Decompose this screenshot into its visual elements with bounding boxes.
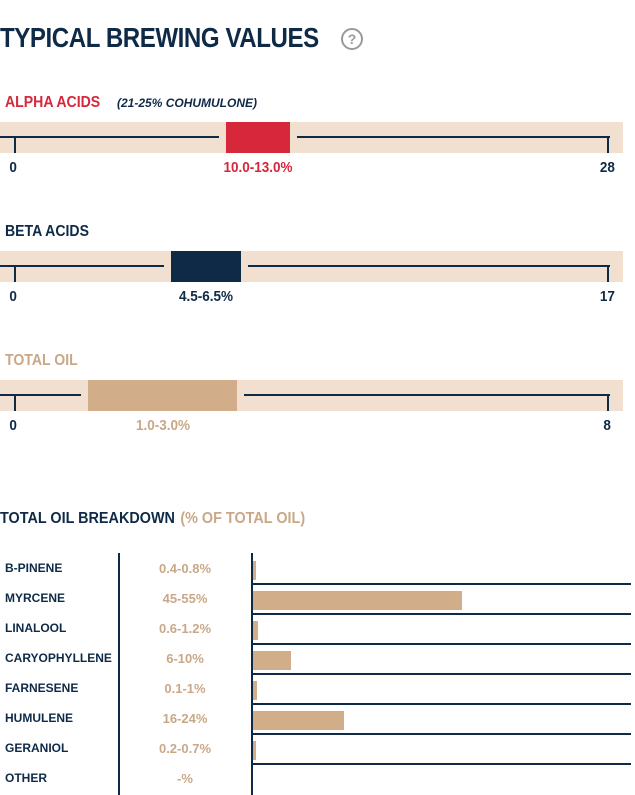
oil-value: 16-24% <box>162 711 208 726</box>
row-divider <box>251 733 631 735</box>
oil-percent-bar <box>253 741 256 760</box>
oil-breakdown-heading: TOTAL OIL BREAKDOWN <box>0 510 175 527</box>
page-title: TYPICAL BREWING VALUES <box>0 22 319 53</box>
table-row: FARNESENE 0.1-1% <box>0 675 635 705</box>
oil-name: LINALOOL <box>5 621 67 635</box>
oil-percent-bar <box>253 621 258 640</box>
oil-tick-min <box>14 395 16 411</box>
row-divider <box>251 643 631 645</box>
oil-tick-max <box>607 395 609 411</box>
alpha-max-label: 28 <box>599 159 615 176</box>
oil-axis-right <box>243 394 610 396</box>
alpha-min-label: 0 <box>9 159 17 176</box>
total-oil-label: TOTAL OIL <box>5 352 78 369</box>
beta-max-label: 17 <box>599 288 615 305</box>
oil-name: GERANIOL <box>5 741 69 755</box>
oil-breakdown-title: TOTAL OIL BREAKDOWN (% OF TOTAL OIL) <box>0 510 305 528</box>
row-divider <box>251 583 631 585</box>
oil-value: 45-55% <box>162 591 208 606</box>
alpha-acids-label: ALPHA ACIDS <box>5 94 101 111</box>
oil-name: OTHER <box>5 771 47 785</box>
oil-percent-bar <box>253 651 291 670</box>
alpha-tick-max <box>607 137 609 153</box>
table-row: MYRCENE 45-55% <box>0 585 635 615</box>
alpha-axis-right <box>296 136 610 138</box>
alpha-acids-range-bar <box>226 122 290 153</box>
row-divider <box>251 613 631 615</box>
table-row: HUMULENE 16-24% <box>0 705 635 735</box>
oil-min-label: 0 <box>9 417 17 434</box>
oil-value: 6-10% <box>166 651 204 666</box>
total-oil-track <box>0 380 623 411</box>
beta-tick-min <box>14 266 16 282</box>
row-divider <box>251 673 631 675</box>
oil-name: HUMULENE <box>5 711 73 725</box>
oil-range-label: 1.0-3.0% <box>135 417 190 434</box>
alpha-axis-left <box>0 136 220 138</box>
oil-percent-bar <box>253 561 257 580</box>
beta-acids-label: BETA ACIDS <box>5 223 89 240</box>
help-icon[interactable]: ? <box>341 28 363 50</box>
alpha-acids-track <box>0 122 623 153</box>
oil-percent-bar <box>253 711 345 730</box>
oil-value: 0.2-0.7% <box>158 741 212 756</box>
table-row: B-PINENE 0.4-0.8% <box>0 555 635 585</box>
oil-name: CARYOPHYLLENE <box>5 651 112 665</box>
oil-breakdown-table: B-PINENE 0.4-0.8% MYRCENE 45-55% LINALOO… <box>0 555 635 795</box>
table-row: LINALOOL 0.6-1.2% <box>0 615 635 645</box>
beta-tick-max <box>607 266 609 282</box>
beta-acids-track <box>0 251 623 282</box>
oil-value: 0.1-1% <box>164 681 206 696</box>
row-divider <box>251 763 631 765</box>
oil-name: B-PINENE <box>5 561 63 575</box>
beta-acids-range-bar <box>171 251 242 282</box>
oil-value: 0.6-1.2% <box>158 621 212 636</box>
oil-value: 0.4-0.8% <box>158 561 212 576</box>
oil-max-label: 8 <box>603 417 611 434</box>
total-oil-range-bar <box>88 380 237 411</box>
alpha-acids-note: (21-25% COHUMULONE) <box>117 96 258 110</box>
table-row: OTHER -% <box>0 765 635 795</box>
row-divider <box>251 703 631 705</box>
oil-name: MYRCENE <box>5 591 66 605</box>
beta-min-label: 0 <box>9 288 17 305</box>
table-row: GERANIOL 0.2-0.7% <box>0 735 635 765</box>
oil-value: -% <box>177 771 193 786</box>
oil-breakdown-subtitle: (% OF TOTAL OIL) <box>180 510 306 527</box>
alpha-tick-min <box>14 137 16 153</box>
beta-axis-left <box>0 265 165 267</box>
alpha-range-label: 10.0-13.0% <box>223 159 293 176</box>
oil-percent-bar <box>253 681 257 700</box>
oil-percent-bar <box>253 591 462 610</box>
breakdown-divider-left <box>118 553 120 795</box>
oil-name: FARNESENE <box>5 681 79 695</box>
beta-axis-right <box>248 265 610 267</box>
beta-range-label: 4.5-6.5% <box>179 288 234 305</box>
oil-axis-left <box>0 394 82 396</box>
table-row: CARYOPHYLLENE 6-10% <box>0 645 635 675</box>
